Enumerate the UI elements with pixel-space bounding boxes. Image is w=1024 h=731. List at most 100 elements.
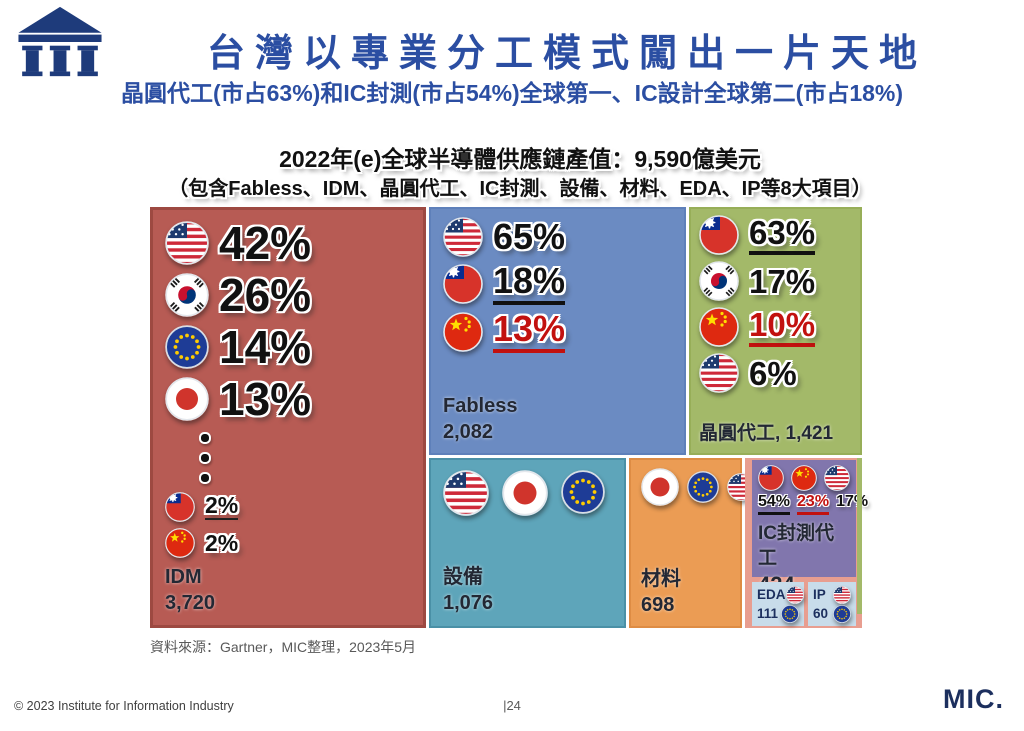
segment-ip: IP 60 — [808, 582, 856, 626]
flag-taiwan-icon — [165, 492, 195, 522]
share-pct-china: 23% — [797, 494, 830, 515]
share-pct: 10% — [749, 308, 816, 347]
share-pct: 14% — [219, 321, 312, 373]
share-row-taiwan: 18% — [443, 263, 672, 305]
share-pct: 13% — [493, 311, 566, 353]
data-source-note: 資料來源：Gartner，MIC整理，2023年5月 — [150, 639, 417, 655]
eda-value-row: 111 — [757, 604, 799, 623]
share-row-taiwan: 63% — [699, 215, 852, 255]
share-row-china: 2% — [165, 528, 411, 558]
share-row-taiwan: 2% — [165, 492, 411, 522]
segment-label: 設備 — [443, 566, 483, 588]
dot — [199, 432, 211, 444]
share-pct: 6% — [749, 354, 797, 392]
share-row-south-korea: 26% — [165, 272, 411, 318]
flag-south-korea-icon — [699, 261, 739, 301]
segment-label: 材料 — [641, 568, 681, 590]
flag-usa-icon — [833, 586, 851, 604]
segment-foundry: 63% 17% 10% 6% 晶圓代工, 1,421 — [689, 207, 862, 455]
flag-japan-icon — [641, 468, 679, 506]
green-sliver — [857, 458, 862, 614]
share-pct: 2% — [205, 529, 239, 556]
share-pct-usa: 17% — [836, 493, 869, 510]
dot — [199, 472, 211, 484]
flag-usa-icon — [824, 465, 850, 491]
ip-label-row: IP — [813, 585, 851, 604]
segment-materials: 材料 698 — [629, 458, 742, 628]
segment-label: EDA — [757, 587, 786, 602]
segment-fabless: 65% 18% 13% Fabless 2,082 — [429, 207, 686, 455]
share-pct: 26% — [219, 269, 312, 321]
flag-japan-icon — [502, 470, 548, 516]
flag-row — [443, 470, 612, 516]
eda-label-row: EDA — [757, 585, 799, 604]
segment-value: 2,082 — [443, 421, 494, 443]
share-pct: 42% — [219, 217, 312, 269]
segment-label: IC封測代工 — [758, 523, 835, 569]
flag-eu-icon — [687, 471, 719, 503]
share-pct: 2% — [205, 492, 239, 520]
chart-heading-line1: 2022年(e)全球半導體供應鏈產值：9,590億美元 — [279, 146, 761, 172]
ellipsis-dots — [199, 432, 411, 484]
segment-idm: 42% 26% 14% 13% 2% — [150, 207, 426, 628]
flag-japan-icon — [165, 377, 209, 421]
flag-row — [641, 468, 730, 506]
segment-value: 60 — [813, 606, 829, 621]
share-pct: 63% — [749, 216, 816, 255]
segment-value: 111 — [757, 606, 779, 621]
share-row-usa: 6% — [699, 353, 852, 393]
right-mini-column: 54% 23% 17% IC封測代工 424 EDA 111 — [745, 458, 868, 628]
flag-row — [758, 465, 850, 491]
share-pct: 65% — [493, 216, 566, 257]
segment-label: Fabless — [443, 395, 518, 417]
flag-taiwan-icon — [758, 465, 784, 491]
institute-building-icon — [12, 6, 108, 78]
segment-equipment: 設備 1,076 — [429, 458, 626, 628]
segment-value: 698 — [641, 594, 675, 616]
segment-label: IP — [813, 587, 826, 602]
slide-title: 台灣以專業分工模式闖出一片天地 — [206, 33, 927, 75]
share-pct-row: 54% 23% 17% — [758, 494, 868, 515]
share-pct: 17% — [749, 262, 816, 300]
flag-china-icon — [165, 528, 195, 558]
flag-usa-icon — [443, 470, 489, 516]
flag-china-icon — [791, 465, 817, 491]
flag-usa-icon — [443, 217, 483, 257]
copyright-text: © 2023 Institute for Information Industr… — [14, 699, 234, 713]
share-pct-taiwan: 54% — [758, 494, 791, 515]
share-row-japan: 13% — [165, 376, 411, 422]
treemap-chart: 42% 26% 14% 13% 2% — [150, 207, 868, 628]
segment-value: 1,076 — [443, 592, 494, 614]
flag-eu-icon — [781, 605, 799, 623]
share-row-china: 13% — [443, 311, 672, 353]
share-row-eu: 14% — [165, 324, 411, 370]
mic-logo: MIC. — [943, 684, 1004, 714]
segment-eda: EDA 111 — [752, 582, 804, 626]
share-row-china: 10% — [699, 307, 852, 347]
slide-subtitle: 晶圓代工(市占63%)和IC封測(市占54%)全球第一、IC設計全球第二(市占1… — [120, 80, 904, 106]
page-number: |24 — [503, 698, 521, 713]
share-row-south-korea: 17% — [699, 261, 852, 301]
segment-value: 3,720 — [165, 592, 216, 614]
share-pct: 13% — [219, 373, 312, 425]
segment-osat: 54% 23% 17% IC封測代工 424 — [752, 460, 868, 597]
flag-south-korea-icon — [165, 273, 209, 317]
share-pct: 18% — [493, 263, 566, 305]
flag-taiwan-icon — [699, 215, 739, 255]
flag-usa-icon — [699, 353, 739, 393]
dot — [199, 452, 211, 464]
flag-eu-icon — [561, 470, 605, 514]
ip-value-row: 60 — [813, 604, 851, 623]
share-row-usa: 65% — [443, 217, 672, 257]
share-row-usa: 42% — [165, 220, 411, 266]
flag-china-icon — [443, 312, 483, 352]
flag-usa-icon — [786, 586, 804, 604]
segment-label: IDM — [165, 566, 202, 588]
flag-usa-icon — [165, 221, 209, 265]
flag-china-icon — [699, 307, 739, 347]
chart-heading-line2: （包含Fabless、IDM、晶圓代工、IC封測、設備、材料、EDA、IP等8大… — [168, 178, 872, 200]
segment-label: 晶圓代工, 1,421 — [699, 423, 834, 445]
flag-eu-icon — [833, 605, 851, 623]
flag-eu-icon — [165, 325, 209, 369]
